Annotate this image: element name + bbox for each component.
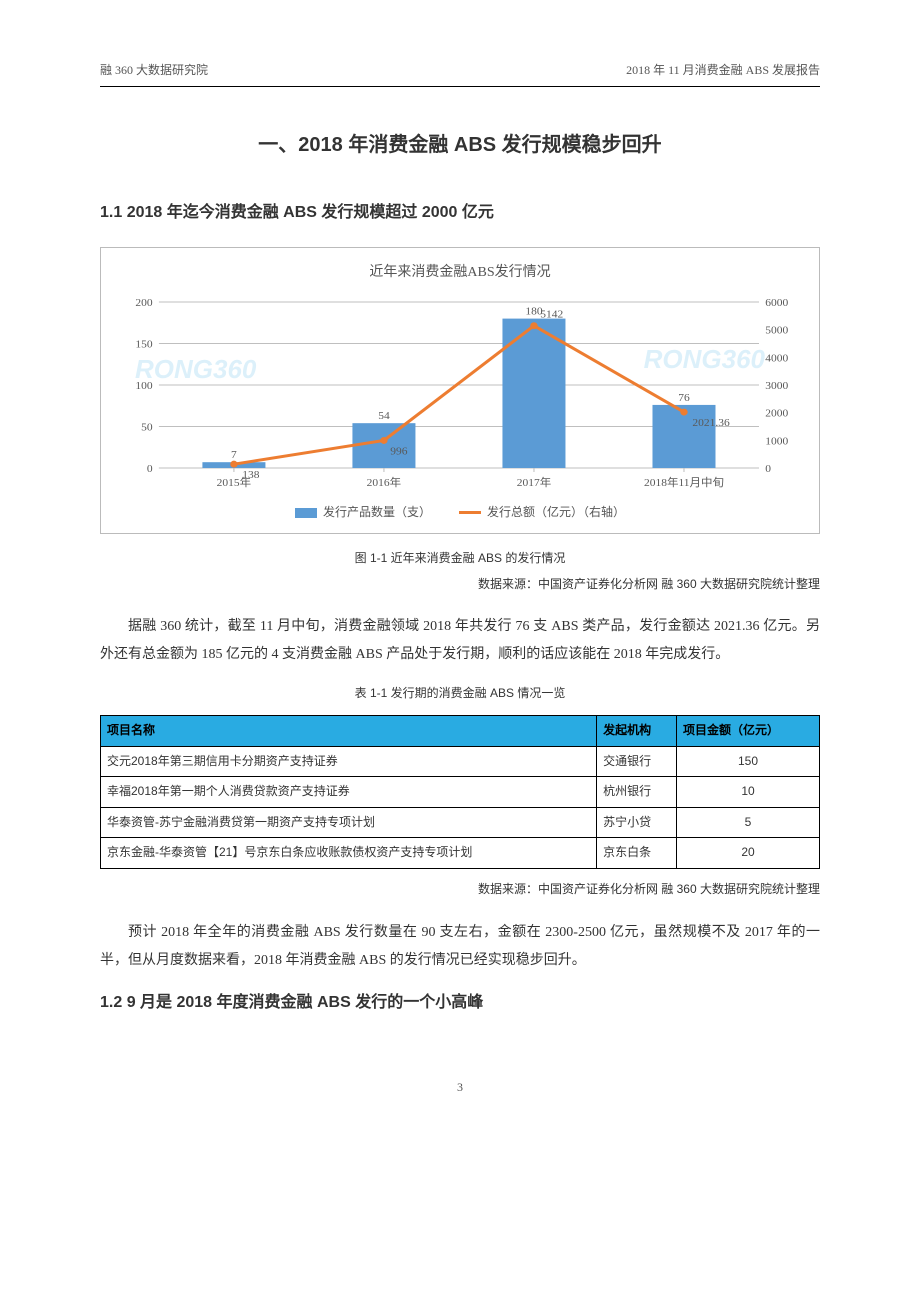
figure-caption: 图 1-1 近年来消费金融 ABS 的发行情况	[100, 548, 820, 570]
table-cell: 10	[677, 777, 820, 808]
table-row: 幸福2018年第一期个人消费贷款资产支持证券杭州银行10	[101, 777, 820, 808]
table-row: 交元2018年第三期信用卡分期资产支持证券交通银行150	[101, 746, 820, 777]
table-cell: 交通银行	[597, 746, 677, 777]
chart-legend: 发行产品数量（支） 发行总额（亿元）（右轴）	[115, 502, 805, 524]
svg-text:3000: 3000	[765, 380, 788, 392]
table-cell: 苏宁小贷	[597, 807, 677, 838]
chart-svg: 0501001502000100020003000400050006000720…	[115, 296, 805, 496]
table-cell: 20	[677, 838, 820, 869]
table-cell: 华泰资管-苏宁金融消费贷第一期资产支持专项计划	[101, 807, 597, 838]
legend-line: 发行总额（亿元）（右轴）	[459, 502, 625, 524]
table-header-row: 项目名称发起机构项目金额（亿元）	[101, 715, 820, 746]
header-left: 融 360 大数据研究院	[100, 60, 208, 82]
chart-title: 近年来消费金融ABS发行情况	[115, 260, 805, 285]
header-right: 2018 年 11 月消费金融 ABS 发展报告	[626, 60, 820, 82]
table-row: 华泰资管-苏宁金融消费贷第一期资产支持专项计划苏宁小贷5	[101, 807, 820, 838]
table-row: 京东金融-华泰资管【21】号京东白条应收账款债权资产支持专项计划京东白条20	[101, 838, 820, 869]
table-cell: 幸福2018年第一期个人消费贷款资产支持证券	[101, 777, 597, 808]
svg-text:6000: 6000	[765, 297, 788, 309]
svg-text:996: 996	[390, 445, 408, 457]
data-source-1: 数据来源：中国资产证券化分析网 融 360 大数据研究院统计整理	[100, 574, 820, 596]
svg-text:150: 150	[135, 338, 153, 350]
svg-text:138: 138	[242, 469, 260, 481]
svg-text:200: 200	[135, 297, 153, 309]
abs-table: 项目名称发起机构项目金额（亿元） 交元2018年第三期信用卡分期资产支持证券交通…	[100, 715, 820, 869]
svg-text:4000: 4000	[765, 352, 788, 364]
svg-text:54: 54	[378, 410, 390, 422]
table-body: 交元2018年第三期信用卡分期资产支持证券交通银行150幸福2018年第一期个人…	[101, 746, 820, 868]
main-title: 一、2018 年消费金融 ABS 发行规模稳步回升	[100, 127, 820, 163]
paragraph-1: 据融 360 统计，截至 11 月中旬，消费金融领域 2018 年共发行 76 …	[100, 613, 820, 669]
svg-text:2018年11月中旬: 2018年11月中旬	[644, 475, 724, 489]
data-source-2: 数据来源：中国资产证券化分析网 融 360 大数据研究院统计整理	[100, 879, 820, 901]
section-1-2-title: 1.2 9 月是 2018 年度消费金融 ABS 发行的一个小高峰	[100, 989, 820, 1018]
page-number: 3	[100, 1077, 820, 1099]
table-cell: 5	[677, 807, 820, 838]
svg-text:5142: 5142	[540, 309, 563, 321]
chart-container: 近年来消费金融ABS发行情况 RONG360 RONG360 050100150…	[100, 247, 820, 534]
svg-text:100: 100	[135, 380, 153, 392]
svg-text:2017年: 2017年	[517, 475, 552, 489]
section-1-1-title: 1.1 2018 年迄今消费金融 ABS 发行规模超过 2000 亿元	[100, 199, 820, 228]
chart-area: RONG360 RONG360 050100150200010002000300…	[115, 296, 805, 496]
svg-text:0: 0	[765, 463, 771, 475]
svg-text:76: 76	[678, 392, 690, 404]
table-header-cell: 发起机构	[597, 715, 677, 746]
svg-text:50: 50	[141, 421, 153, 433]
svg-text:2016年: 2016年	[367, 475, 402, 489]
table-header-cell: 项目名称	[101, 715, 597, 746]
table-cell: 交元2018年第三期信用卡分期资产支持证券	[101, 746, 597, 777]
svg-text:2021.36: 2021.36	[692, 417, 730, 429]
svg-text:7: 7	[231, 449, 237, 461]
table-cell: 京东白条	[597, 838, 677, 869]
svg-text:2000: 2000	[765, 407, 788, 419]
table-caption: 表 1-1 发行期的消费金融 ABS 情况一览	[100, 683, 820, 705]
table-cell: 杭州银行	[597, 777, 677, 808]
page-header: 融 360 大数据研究院 2018 年 11 月消费金融 ABS 发展报告	[100, 60, 820, 87]
table-cell: 150	[677, 746, 820, 777]
svg-text:0: 0	[147, 463, 153, 475]
table-cell: 京东金融-华泰资管【21】号京东白条应收账款债权资产支持专项计划	[101, 838, 597, 869]
paragraph-2: 预计 2018 年全年的消费金融 ABS 发行数量在 90 支左右，金额在 23…	[100, 919, 820, 975]
svg-text:1000: 1000	[765, 435, 788, 447]
svg-text:5000: 5000	[765, 324, 788, 336]
legend-bar: 发行产品数量（支）	[295, 502, 431, 524]
table-header-cell: 项目金额（亿元）	[677, 715, 820, 746]
